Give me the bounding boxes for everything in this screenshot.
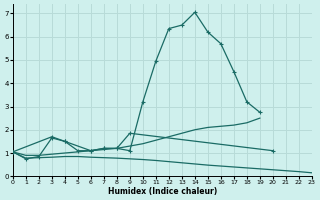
X-axis label: Humidex (Indice chaleur): Humidex (Indice chaleur) bbox=[108, 187, 217, 196]
